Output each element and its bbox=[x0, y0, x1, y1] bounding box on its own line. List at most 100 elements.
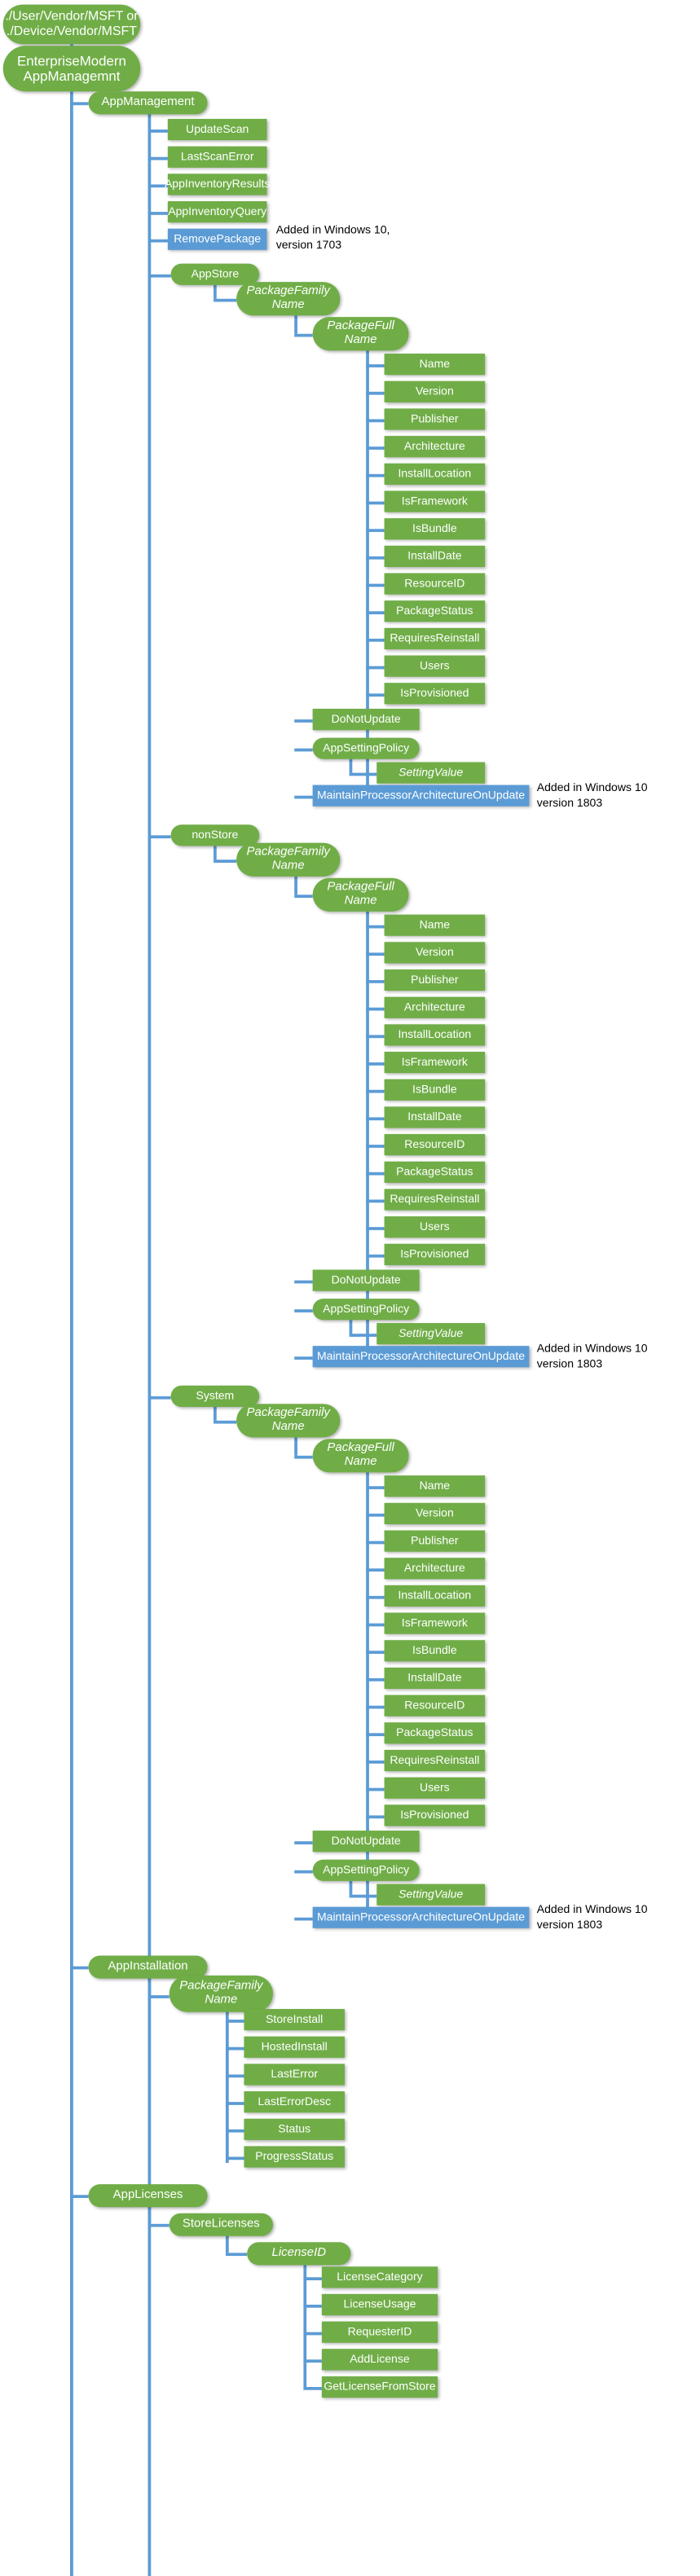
connector-licenseid-leaf-spine bbox=[303, 2265, 307, 2389]
connector bbox=[366, 473, 385, 477]
node-publisher: Publisher bbox=[384, 969, 486, 991]
connector bbox=[147, 274, 171, 278]
node-package-status: PackageStatus bbox=[384, 1161, 486, 1183]
node-system: System bbox=[170, 1385, 260, 1407]
node-do-not-update-appstore: DoNotUpdate bbox=[312, 709, 420, 731]
node-add-license: AddLicense bbox=[321, 2349, 438, 2371]
node-install-date: InstallDate bbox=[384, 1667, 486, 1690]
connector bbox=[225, 2253, 248, 2257]
connector bbox=[214, 846, 217, 860]
connector-appinstallation-leaf-spine bbox=[225, 2011, 229, 2163]
node-is-bundle: IsBundle bbox=[384, 518, 486, 540]
connector bbox=[366, 1733, 385, 1737]
connector bbox=[225, 2074, 244, 2078]
node-maintain-processor-architecture-on-update-system: MaintainProcessorArchitectureOnUpdate bbox=[312, 1906, 530, 1928]
connector bbox=[294, 795, 313, 799]
connector bbox=[147, 1995, 169, 1998]
connector bbox=[366, 1651, 385, 1655]
node-do-not-update-nonstore: DoNotUpdate bbox=[312, 1269, 420, 1291]
connector bbox=[366, 1227, 385, 1230]
node-architecture: Architecture bbox=[384, 436, 486, 458]
connector bbox=[147, 2223, 169, 2227]
node-last-error: LastError bbox=[244, 2064, 345, 2086]
node-maintain-processor-architecture-on-update-appstore: MaintainProcessorArchitectureOnUpdate bbox=[312, 785, 530, 807]
node-status: Status bbox=[244, 2118, 345, 2140]
node-package-family-name-appstore: PackageFamily Name bbox=[236, 282, 341, 316]
node-root: ./User/Vendor/MSFT or ./Device/Vendor/MS… bbox=[2, 4, 141, 45]
connector bbox=[366, 501, 385, 505]
connector bbox=[147, 239, 168, 243]
connector bbox=[366, 952, 385, 956]
node-package-family-name-nonstore: PackageFamily Name bbox=[236, 842, 341, 877]
node-package-full-name-system: PackageFull Name bbox=[312, 1439, 409, 1473]
node-users: Users bbox=[384, 655, 486, 677]
node-setting-value-appstore: SettingValue bbox=[376, 762, 486, 784]
node-publisher: Publisher bbox=[384, 408, 486, 430]
node-version: Version bbox=[384, 942, 486, 964]
connector bbox=[294, 315, 297, 334]
node-install-date: InstallDate bbox=[384, 545, 486, 568]
connector bbox=[349, 1894, 377, 1898]
node-setting-value-nonstore: SettingValue bbox=[376, 1323, 486, 1345]
node-resource-id: ResourceID bbox=[384, 1134, 486, 1156]
connector bbox=[147, 1978, 152, 1996]
connector bbox=[225, 2129, 244, 2133]
connector bbox=[70, 102, 89, 106]
node-is-framework: IsFramework bbox=[384, 490, 486, 512]
node-app-setting-policy-system: AppSettingPolicy bbox=[312, 1859, 420, 1881]
connector bbox=[147, 1396, 171, 1400]
node-version: Version bbox=[384, 380, 486, 402]
node-last-scan-error: LastScanError bbox=[167, 146, 267, 168]
connector bbox=[366, 583, 385, 587]
node-app-licenses: AppLicenses bbox=[88, 2184, 208, 2208]
connector bbox=[366, 666, 385, 670]
connector bbox=[366, 1117, 385, 1121]
node-app-inventory-query: AppInventoryQuery bbox=[167, 200, 267, 223]
node-store-licenses: StoreLicenses bbox=[169, 2213, 273, 2236]
connector bbox=[366, 419, 385, 423]
connector bbox=[349, 1334, 377, 1337]
node-is-provisioned: IsProvisioned bbox=[384, 1243, 486, 1265]
connector bbox=[303, 2277, 322, 2281]
node-name: Name bbox=[384, 914, 486, 936]
node-resource-id: ResourceID bbox=[384, 573, 486, 595]
note-added-1803-nonstore: Added in Windows 10 version 1803 bbox=[536, 1341, 648, 1370]
connector bbox=[147, 130, 168, 133]
connector bbox=[294, 1917, 313, 1921]
node-license-category: LicenseCategory bbox=[321, 2266, 438, 2288]
node-architecture: Architecture bbox=[384, 1558, 486, 1580]
node-do-not-update-system: DoNotUpdate bbox=[312, 1831, 420, 1853]
node-install-date: InstallDate bbox=[384, 1106, 486, 1128]
node-version: Version bbox=[384, 1502, 486, 1525]
node-package-family-name-system: PackageFamily Name bbox=[236, 1404, 341, 1438]
connector bbox=[294, 1870, 313, 1874]
connector-appmanagement-spine bbox=[147, 114, 152, 2576]
connector bbox=[366, 1595, 385, 1599]
node-store-install: StoreInstall bbox=[244, 2008, 345, 2031]
connector bbox=[366, 1815, 385, 1819]
connector bbox=[366, 1254, 385, 1258]
connector bbox=[294, 1841, 313, 1844]
node-users: Users bbox=[384, 1216, 486, 1238]
connector bbox=[294, 1280, 313, 1284]
connector bbox=[294, 748, 313, 752]
connector bbox=[147, 156, 168, 160]
connector bbox=[366, 1145, 385, 1148]
connector bbox=[366, 529, 385, 532]
node-package-full-name-nonstore: PackageFull Name bbox=[312, 877, 409, 912]
node-requires-reinstall: RequiresReinstall bbox=[384, 1749, 486, 1772]
node-remove-package: RemovePackage bbox=[167, 228, 267, 250]
connector bbox=[147, 2207, 152, 2224]
connector bbox=[294, 719, 313, 723]
node-license-usage: LicenseUsage bbox=[321, 2293, 438, 2316]
connector bbox=[349, 1880, 353, 1895]
connector bbox=[225, 2020, 244, 2023]
connector bbox=[225, 2235, 229, 2253]
connector bbox=[366, 1062, 385, 1066]
node-app-setting-policy-nonstore: AppSettingPolicy bbox=[312, 1299, 420, 1321]
connector bbox=[366, 1172, 385, 1176]
connector bbox=[214, 284, 217, 299]
node-package-status: PackageStatus bbox=[384, 600, 486, 622]
node-app-setting-policy-appstore: AppSettingPolicy bbox=[312, 737, 420, 759]
